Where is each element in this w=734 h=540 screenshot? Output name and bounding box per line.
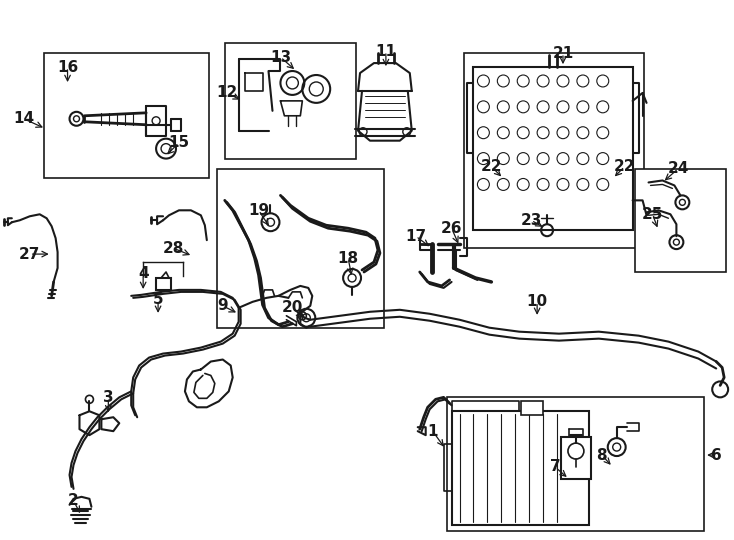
Bar: [635, 168, 726, 272]
Text: 22: 22: [614, 159, 636, 174]
Bar: [451, 411, 589, 525]
Text: 28: 28: [162, 241, 184, 255]
Bar: [156, 278, 171, 290]
Text: 10: 10: [526, 294, 548, 309]
Bar: [473, 67, 633, 230]
Bar: [561, 437, 591, 479]
Bar: [465, 53, 644, 248]
Text: 27: 27: [19, 247, 40, 261]
Text: 17: 17: [405, 228, 426, 244]
Text: 20: 20: [282, 300, 303, 315]
Text: 24: 24: [668, 161, 689, 176]
Text: 3: 3: [103, 390, 114, 405]
Text: 2: 2: [68, 494, 79, 508]
Text: 26: 26: [441, 221, 462, 236]
Text: 25: 25: [642, 207, 664, 222]
Bar: [521, 401, 543, 415]
Text: 9: 9: [217, 298, 228, 313]
Text: 13: 13: [270, 50, 291, 65]
Text: 22: 22: [481, 159, 502, 174]
Text: 11: 11: [375, 44, 396, 59]
Text: 14: 14: [13, 111, 34, 126]
Bar: [225, 43, 356, 159]
Text: 6: 6: [711, 448, 722, 463]
Text: 16: 16: [57, 59, 79, 75]
Text: 23: 23: [520, 213, 542, 228]
Text: 21: 21: [553, 45, 573, 60]
Bar: [217, 168, 384, 328]
Text: 12: 12: [216, 85, 237, 100]
Text: 19: 19: [248, 203, 269, 218]
Bar: [446, 397, 704, 531]
Bar: [43, 53, 208, 179]
Text: 8: 8: [597, 448, 607, 463]
Text: 4: 4: [138, 266, 148, 281]
Text: 5: 5: [153, 292, 164, 307]
Text: 7: 7: [550, 460, 560, 475]
Text: 18: 18: [338, 251, 359, 266]
Text: 1: 1: [427, 424, 438, 438]
Text: 15: 15: [168, 135, 189, 150]
